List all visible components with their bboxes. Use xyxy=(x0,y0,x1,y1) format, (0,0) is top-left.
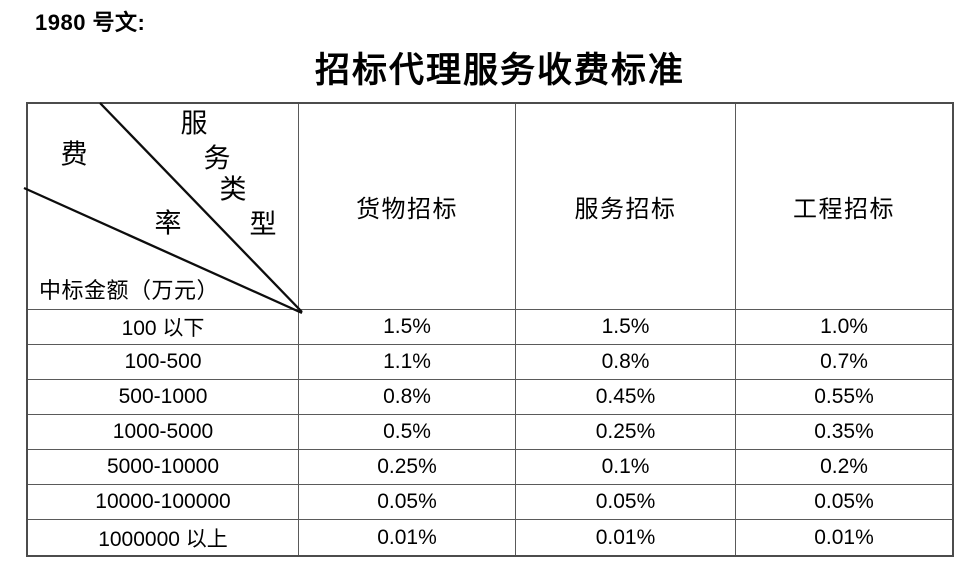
fee-value: 0.8% xyxy=(516,345,736,380)
row-range-label: 100-500 xyxy=(28,345,299,380)
diagonal-line-lower xyxy=(23,186,303,315)
fee-value: 0.45% xyxy=(516,380,736,415)
fee-value: 0.35% xyxy=(736,415,952,450)
fee-value: 0.8% xyxy=(299,380,516,415)
fee-value: 1.5% xyxy=(299,310,516,345)
fee-value: 0.01% xyxy=(516,520,736,555)
diagonal-line-upper xyxy=(99,102,303,313)
corner-service-type-char-3: 类 xyxy=(219,174,247,205)
row-range-label: 10000-100000 xyxy=(28,485,299,520)
fee-value: 0.55% xyxy=(736,380,952,415)
column-header-engineering: 工程招标 xyxy=(736,104,952,310)
corner-amount-axis-label: 中标金额（万元） xyxy=(39,278,220,303)
row-range-label: 1000-5000 xyxy=(28,415,299,450)
fee-value: 0.2% xyxy=(736,450,952,485)
fee-value: 1.5% xyxy=(516,310,736,345)
row-range-label: 500-1000 xyxy=(28,380,299,415)
column-header-service: 服务招标 xyxy=(516,104,736,310)
fee-value: 0.25% xyxy=(299,450,516,485)
document-ref-label: 1980 号文: xyxy=(35,10,146,35)
fee-value: 0.01% xyxy=(814,525,874,549)
corner-service-type-char-4: 型 xyxy=(249,209,277,240)
row-range-label: 100 以下 xyxy=(28,310,299,345)
fee-value: 0.1% xyxy=(516,450,736,485)
fee-value: 0.01% xyxy=(299,520,516,555)
fee-standard-table: 服 务 类 型 费 率 中标金额（万元） 货物招标 服务招标 工程招标 100 … xyxy=(23,102,954,557)
row-range-label: 5000-10000 xyxy=(28,450,299,485)
corner-diagonal-lines xyxy=(23,102,303,315)
corner-service-type-char-1: 服 xyxy=(180,108,208,139)
fee-value: 0.05% xyxy=(516,485,736,520)
fee-value: 1.0% xyxy=(736,310,952,345)
fee-value: 0.5% xyxy=(299,415,516,450)
fee-value: 0.05% xyxy=(736,485,952,520)
fee-value: 1.1% xyxy=(299,345,516,380)
corner-rate-char-2: 率 xyxy=(154,208,182,239)
fee-value: 0.05% xyxy=(299,485,516,520)
corner-service-type-char-2: 务 xyxy=(203,143,231,174)
fee-value: 0.25% xyxy=(516,415,736,450)
row-range-label: 1000000 以上 xyxy=(28,520,299,555)
corner-rate-char-1: 费 xyxy=(60,139,88,170)
page-title: 招标代理服务收费标准 xyxy=(314,51,685,90)
fee-value: 0.7% xyxy=(736,345,952,380)
table-corner-cell: 服 务 类 型 费 率 中标金额（万元） xyxy=(23,102,303,315)
column-header-goods: 货物招标 xyxy=(299,104,516,310)
